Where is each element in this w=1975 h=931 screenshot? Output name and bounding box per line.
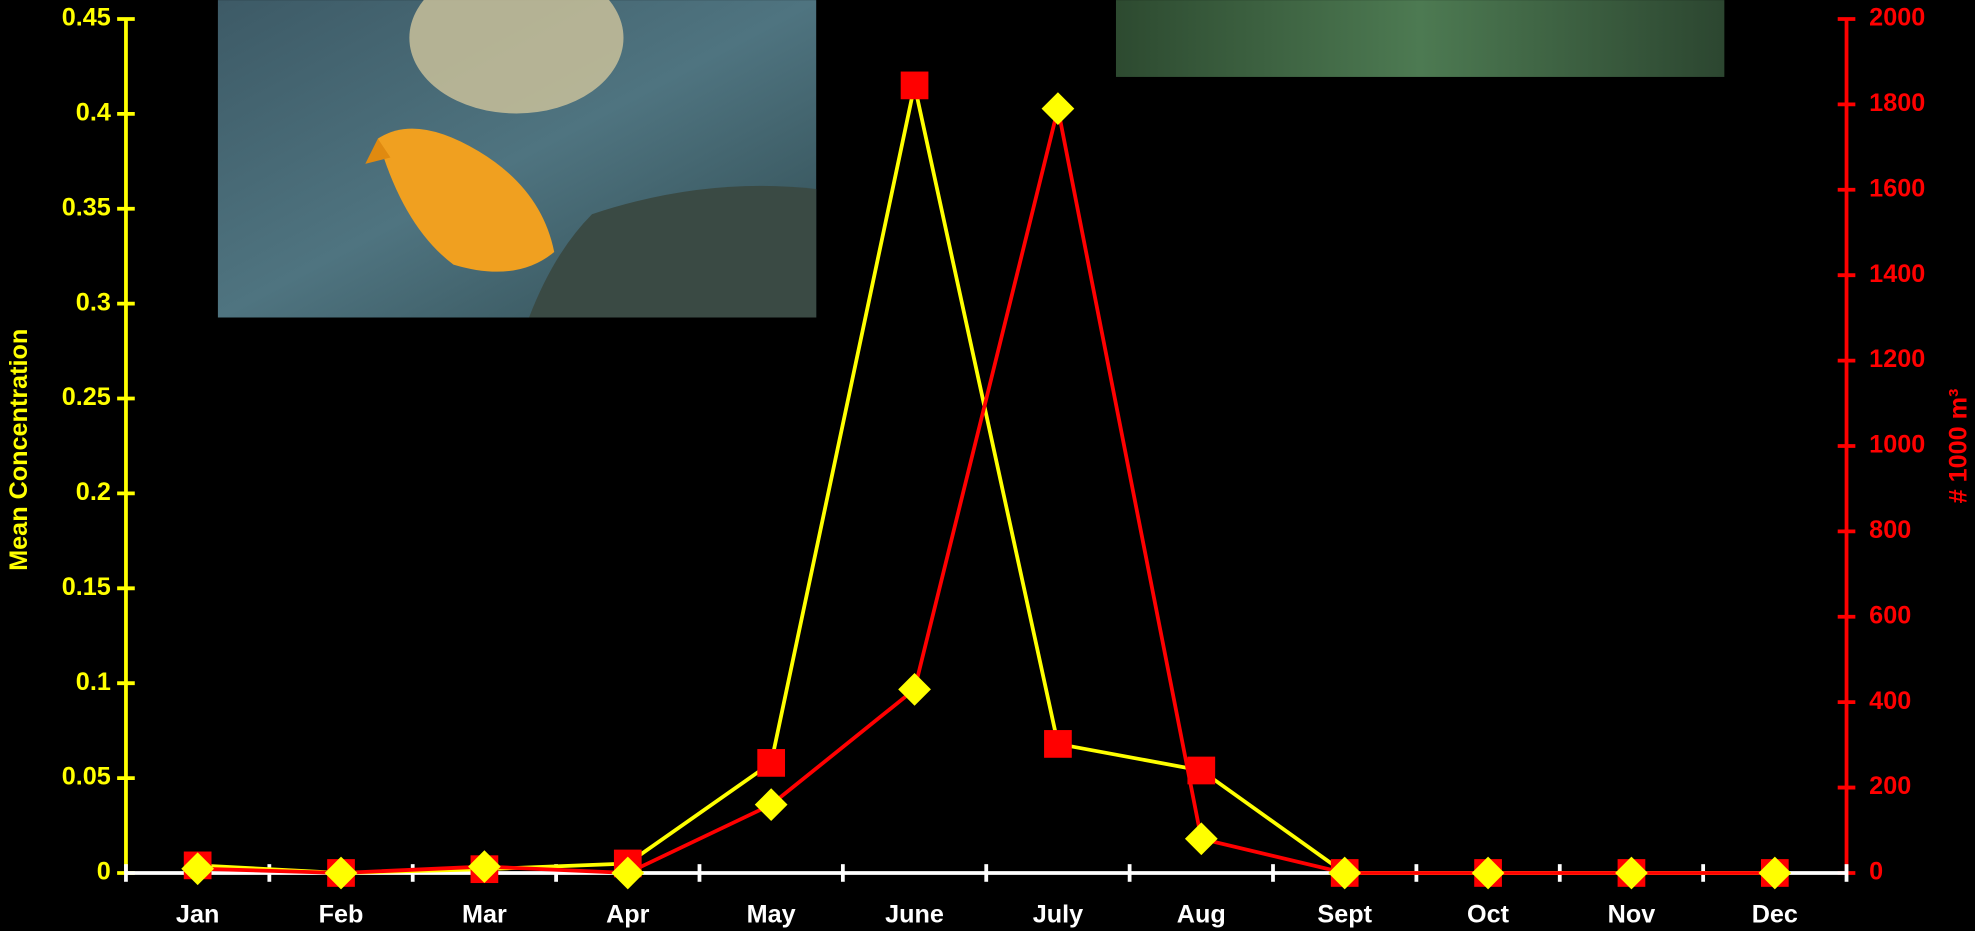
y-tick-label: 0.35	[62, 193, 111, 221]
y2-tick-label: 600	[1869, 601, 1911, 629]
square-marker	[757, 749, 786, 777]
photo-reef	[1115, 0, 1725, 77]
x-tick-label: Oct	[1467, 900, 1510, 928]
y-tick-label: 0.3	[76, 288, 111, 316]
y2-tick-label: 0	[1869, 858, 1883, 886]
x-tick-label: Nov	[1608, 900, 1656, 928]
x-tick-label: May	[747, 900, 796, 928]
diamond-marker	[754, 788, 788, 822]
y-tick-label: 0.1	[76, 668, 111, 696]
x-tick-label: Dec	[1752, 900, 1798, 928]
diamond-marker	[611, 856, 645, 890]
diamond-marker	[181, 852, 215, 886]
diamond-marker	[324, 856, 358, 890]
square-marker	[1187, 756, 1216, 785]
y-tick-label: 0.2	[76, 478, 111, 506]
y2-tick-label: 1400	[1869, 260, 1925, 288]
y2-axis-label: # 1000 m³	[1945, 389, 1973, 504]
diamond-marker	[1328, 856, 1362, 890]
y2-tick-label: 2000	[1869, 4, 1925, 32]
y-axis-label: Mean Concentration	[5, 329, 33, 571]
y-tick-label: 0.05	[62, 763, 111, 791]
y2-tick-label: 1600	[1869, 174, 1925, 202]
diamond-marker	[1184, 822, 1218, 856]
square-marker	[1044, 730, 1072, 758]
x-tick-label: Sept	[1317, 900, 1372, 928]
y-tick-label: 0.15	[62, 573, 111, 601]
x-tick-label: July	[1033, 900, 1083, 928]
diamond-marker	[1615, 856, 1648, 890]
square-marker	[900, 71, 929, 100]
diamond-marker	[1041, 92, 1075, 126]
diamond-marker	[468, 850, 501, 883]
y-tick-label: 0	[97, 858, 111, 886]
y-tick-label: 0.4	[76, 99, 111, 127]
y2-tick-label: 800	[1869, 516, 1911, 544]
x-tick-label: Mar	[462, 900, 507, 928]
diamond-marker	[898, 672, 931, 706]
y2-tick-label: 1200	[1869, 345, 1925, 373]
x-tick-label: Aug	[1177, 900, 1226, 928]
y2-tick-label: 400	[1869, 687, 1911, 715]
x-tick-label: June	[885, 900, 944, 928]
photo-garibaldi	[217, 0, 817, 318]
x-tick-label: Apr	[606, 900, 650, 928]
y2-tick-label: 1000	[1869, 431, 1925, 459]
diamond-marker	[1471, 856, 1505, 890]
y2-tick-label: 1800	[1869, 89, 1925, 117]
x-tick-label: Feb	[319, 900, 364, 928]
y-tick-label: 0.25	[62, 383, 111, 411]
y2-tick-label: 200	[1869, 772, 1911, 800]
series-line	[197, 108, 1775, 875]
y-tick-label: 0.45	[62, 4, 111, 32]
x-tick-label: Jan	[176, 900, 219, 928]
